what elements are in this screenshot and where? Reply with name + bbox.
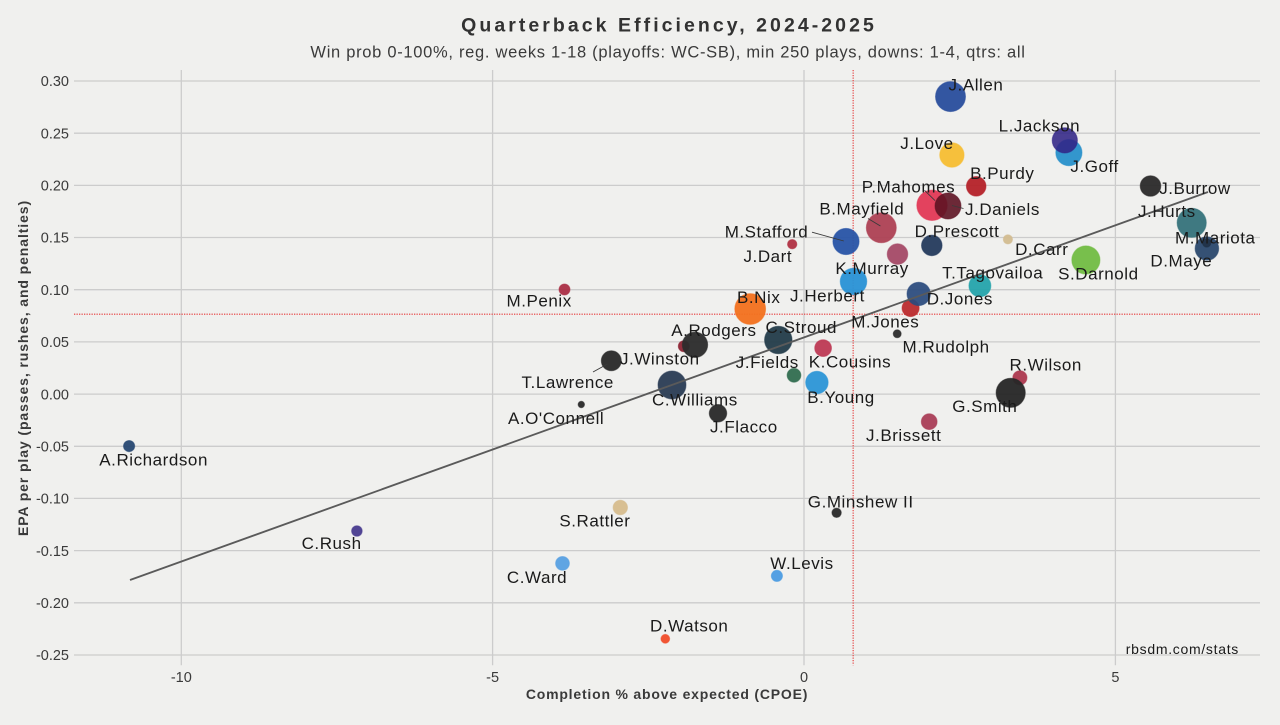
svg-text:J.Goff: J.Goff: [1070, 157, 1118, 176]
svg-text:D.Maye: D.Maye: [1150, 251, 1212, 270]
svg-text:J.Fields: J.Fields: [736, 353, 799, 372]
svg-text:J.Winston: J.Winston: [620, 349, 700, 368]
svg-text:J.Love: J.Love: [900, 134, 953, 153]
svg-text:B.Purdy: B.Purdy: [970, 164, 1034, 183]
svg-text:T.Tagovailoa: T.Tagovailoa: [942, 263, 1043, 282]
svg-text:-5: -5: [486, 670, 499, 686]
svg-text:M.Rudolph: M.Rudolph: [903, 338, 990, 357]
svg-text:Completion % above expected (C: Completion % above expected (CPOE): [526, 686, 808, 702]
svg-text:M.Stafford: M.Stafford: [725, 223, 809, 242]
svg-text:rbsdm.com/stats: rbsdm.com/stats: [1126, 641, 1239, 657]
svg-text:B.Nix: B.Nix: [737, 288, 780, 307]
svg-text:J.Hurts: J.Hurts: [1138, 202, 1196, 221]
svg-text:0.10: 0.10: [41, 283, 69, 299]
svg-text:L.Jackson: L.Jackson: [999, 117, 1081, 136]
svg-text:C.Stroud: C.Stroud: [766, 318, 838, 337]
svg-text:K.Murray: K.Murray: [835, 259, 908, 278]
svg-text:D.Prescott: D.Prescott: [915, 222, 1000, 241]
svg-text:0.00: 0.00: [41, 387, 69, 403]
svg-text:K.Cousins: K.Cousins: [809, 353, 891, 372]
svg-text:P.Mahomes: P.Mahomes: [862, 178, 955, 197]
svg-text:D.Watson: D.Watson: [650, 616, 728, 635]
svg-text:-10: -10: [171, 670, 192, 686]
svg-text:C.Ward: C.Ward: [507, 568, 567, 587]
svg-text:0.30: 0.30: [41, 74, 69, 90]
svg-text:J.Herbert: J.Herbert: [790, 287, 865, 306]
svg-text:W.Levis: W.Levis: [770, 554, 833, 573]
svg-text:J.Burrow: J.Burrow: [1159, 179, 1231, 198]
svg-text:EPA per play (passes, rushes,: EPA per play (passes, rushes, and penalt…: [15, 200, 31, 536]
svg-text:M.Jones: M.Jones: [851, 313, 919, 332]
svg-text:-0.15: -0.15: [36, 544, 69, 560]
svg-text:-0.10: -0.10: [36, 492, 69, 508]
svg-text:A.Richardson: A.Richardson: [99, 451, 208, 470]
svg-text:-0.25: -0.25: [36, 648, 69, 664]
svg-text:Quarterback Efficiency, 2024-2: Quarterback Efficiency, 2024-2025: [461, 15, 877, 37]
svg-text:G.Minshew II: G.Minshew II: [808, 492, 914, 511]
svg-text:D.Carr: D.Carr: [1015, 240, 1068, 259]
svg-text:-0.05: -0.05: [36, 440, 69, 456]
svg-text:C.Williams: C.Williams: [652, 391, 738, 410]
svg-text:G.Smith: G.Smith: [952, 397, 1017, 416]
svg-text:D.Jones: D.Jones: [927, 289, 993, 308]
svg-text:B.Mayfield: B.Mayfield: [819, 200, 904, 219]
svg-text:S.Rattler: S.Rattler: [559, 512, 630, 531]
svg-text:0: 0: [800, 670, 808, 686]
svg-text:0.15: 0.15: [41, 231, 69, 247]
svg-text:J.Brissett: J.Brissett: [866, 426, 941, 445]
svg-text:C.Rush: C.Rush: [302, 534, 362, 553]
svg-text:Win prob 0-100%, reg. weeks 1-: Win prob 0-100%, reg. weeks 1-18 (playof…: [310, 44, 1025, 62]
svg-text:R.Wilson: R.Wilson: [1010, 356, 1082, 375]
svg-text:A.O'Connell: A.O'Connell: [508, 409, 604, 428]
svg-text:0.05: 0.05: [41, 335, 69, 351]
svg-text:0.20: 0.20: [41, 179, 69, 195]
svg-text:A.Rodgers: A.Rodgers: [671, 321, 756, 340]
svg-text:S.Darnold: S.Darnold: [1058, 264, 1139, 283]
svg-text:5: 5: [1111, 670, 1119, 686]
svg-text:J.Daniels: J.Daniels: [965, 200, 1040, 219]
svg-text:-0.20: -0.20: [36, 596, 69, 612]
svg-text:J.Flacco: J.Flacco: [710, 417, 778, 436]
svg-text:M.Penix: M.Penix: [507, 291, 572, 310]
svg-text:B.Young: B.Young: [807, 388, 875, 407]
svg-text:J.Allen: J.Allen: [949, 76, 1004, 95]
svg-text:T.Lawrence: T.Lawrence: [522, 373, 614, 392]
svg-text:J.Dart: J.Dart: [744, 247, 793, 266]
svg-text:M.Mariota: M.Mariota: [1175, 229, 1256, 248]
svg-text:0.25: 0.25: [41, 126, 69, 142]
